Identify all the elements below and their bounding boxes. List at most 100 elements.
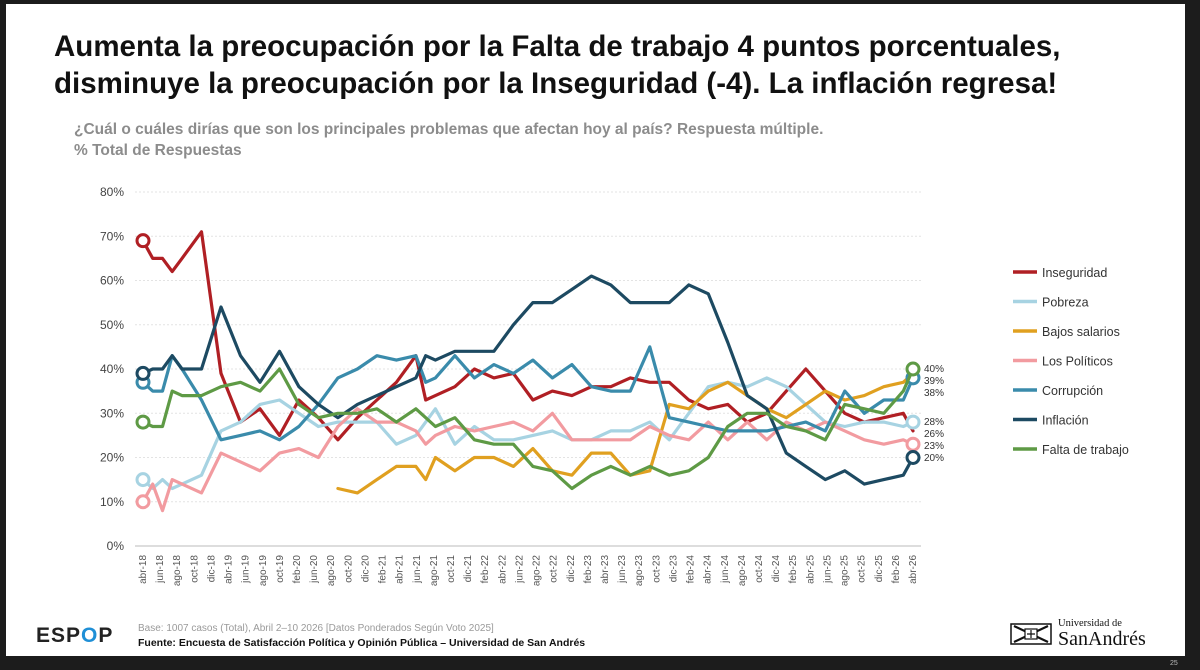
x-tick-label: ago-20 bbox=[326, 555, 337, 587]
x-tick-label: dic-20 bbox=[360, 555, 371, 583]
series-end-marker bbox=[905, 361, 921, 377]
series-line bbox=[141, 376, 915, 491]
x-tick-label: dic-18 bbox=[206, 555, 217, 583]
x-tick-label: ago-18 bbox=[172, 555, 183, 587]
x-tick-label: abr-21 bbox=[395, 555, 406, 584]
x-tick-label: dic-25 bbox=[874, 555, 885, 583]
espop-logo: ESPOP bbox=[36, 624, 113, 648]
universidad-label: Universidad de bbox=[1058, 618, 1122, 629]
x-tick-label: jun-19 bbox=[241, 555, 252, 584]
san-andres-label: SanAndrés bbox=[1058, 628, 1146, 650]
x-tick-label: feb-25 bbox=[788, 555, 799, 584]
x-tick-label: jun-23 bbox=[617, 555, 628, 584]
legend-label: Corrupción bbox=[1042, 384, 1103, 398]
x-tick-label: dic-23 bbox=[668, 555, 679, 583]
x-tick-label: oct-25 bbox=[857, 555, 868, 583]
series-line bbox=[141, 274, 915, 486]
series-end-label: 20% bbox=[924, 453, 944, 464]
legend-label: Inflación bbox=[1042, 414, 1089, 428]
series-end-marker bbox=[905, 436, 921, 452]
x-tick-label: oct-18 bbox=[189, 555, 200, 583]
series-end-label: 26% bbox=[924, 429, 944, 440]
x-tick-label: feb-24 bbox=[686, 555, 697, 584]
x-tick-label: abr-24 bbox=[703, 555, 714, 584]
y-tick-label: 10% bbox=[100, 495, 124, 509]
y-tick-label: 20% bbox=[100, 451, 124, 465]
x-tick-label: abr-18 bbox=[138, 555, 149, 584]
legend-label: Los Políticos bbox=[1042, 355, 1113, 369]
x-tick-label: oct-21 bbox=[446, 555, 457, 583]
slide: Aumenta la preocupación por la Falta de … bbox=[6, 4, 1185, 656]
series-line bbox=[141, 367, 915, 491]
legend-label: Bajos salarios bbox=[1042, 325, 1120, 339]
series-end-label: 28% bbox=[924, 417, 944, 428]
series-start-marker bbox=[135, 414, 151, 430]
x-tick-label: dic-21 bbox=[463, 555, 474, 583]
series-end-marker bbox=[905, 414, 921, 430]
x-tick-label: ago-24 bbox=[737, 555, 748, 587]
espop-logo-o: O bbox=[81, 624, 99, 647]
x-tick-label: feb-20 bbox=[292, 555, 303, 584]
series-end-label: 39% bbox=[924, 376, 944, 387]
series-end-marker bbox=[905, 450, 921, 465]
x-tick-label: jun-20 bbox=[309, 555, 320, 584]
espop-logo-text-2: P bbox=[98, 624, 114, 647]
series-start-marker bbox=[135, 365, 151, 381]
y-tick-label: 60% bbox=[100, 274, 124, 288]
series-line bbox=[141, 345, 915, 442]
footer-base: Base: 1007 casos (Total), Abril 2–10 202… bbox=[138, 623, 494, 634]
series-start-marker bbox=[135, 472, 151, 488]
x-tick-label: feb-21 bbox=[378, 555, 389, 584]
series-start-marker bbox=[135, 494, 151, 510]
x-tick-label: jun-18 bbox=[155, 555, 166, 584]
y-tick-label: 40% bbox=[100, 362, 124, 376]
x-tick-label: dic-24 bbox=[771, 555, 782, 583]
chart-question: ¿Cuál o cuáles dirías que son los princi… bbox=[74, 119, 823, 161]
y-tick-label: 30% bbox=[100, 406, 124, 420]
x-tick-label: abr-25 bbox=[805, 555, 816, 584]
y-tick-label: 70% bbox=[100, 229, 124, 243]
series-start-marker bbox=[135, 233, 151, 249]
x-tick-label: feb-23 bbox=[583, 555, 594, 584]
x-tick-label: ago-19 bbox=[258, 555, 269, 587]
x-tick-label: abr-19 bbox=[224, 555, 235, 584]
question-text: ¿Cuál o cuáles dirías que son los princi… bbox=[74, 121, 824, 138]
x-tick-label: oct-24 bbox=[754, 555, 765, 583]
espop-logo-text-1: ESP bbox=[36, 624, 82, 647]
x-tick-label: jun-22 bbox=[514, 555, 525, 584]
page-number: 25 bbox=[1170, 660, 1178, 667]
x-tick-label: abr-23 bbox=[600, 555, 611, 584]
series-line bbox=[336, 371, 915, 495]
legend-label: Inseguridad bbox=[1042, 266, 1107, 280]
x-tick-label: ago-22 bbox=[532, 555, 543, 587]
series-end-label: 38% bbox=[924, 388, 944, 399]
question-measure: % Total de Respuestas bbox=[74, 142, 242, 159]
legend-label: Pobreza bbox=[1042, 296, 1089, 310]
x-tick-label: feb-22 bbox=[480, 555, 491, 584]
series-end-label: 40% bbox=[924, 364, 944, 375]
x-tick-label: oct-20 bbox=[343, 555, 354, 583]
x-tick-label: jun-24 bbox=[720, 555, 731, 584]
universidad-logo: Universidad de SanAndrés bbox=[1006, 616, 1176, 652]
crest-icon bbox=[1010, 623, 1052, 645]
y-tick-label: 50% bbox=[100, 318, 124, 332]
x-tick-label: ago-21 bbox=[429, 555, 440, 587]
x-tick-label: oct-22 bbox=[549, 555, 560, 583]
x-tick-label: oct-19 bbox=[275, 555, 286, 583]
legend-label: Falta de trabajo bbox=[1042, 443, 1129, 457]
y-tick-label: 80% bbox=[100, 185, 124, 199]
x-tick-label: oct-23 bbox=[651, 555, 662, 583]
x-tick-label: abr-22 bbox=[497, 555, 508, 584]
series-end-label: 23% bbox=[924, 441, 944, 452]
x-tick-label: ago-23 bbox=[634, 555, 645, 587]
x-tick-label: ago-25 bbox=[840, 555, 851, 587]
x-tick-label: feb-26 bbox=[891, 555, 902, 584]
x-tick-label: abr-26 bbox=[908, 555, 919, 584]
slide-title: Aumenta la preocupación por la Falta de … bbox=[54, 30, 1061, 100]
line-chart: 0% 10% 20% 30% 40% 50% 60% 70% 80% abr-18 jun-18 ag… bbox=[100, 185, 1129, 587]
x-tick-label: jun-21 bbox=[412, 555, 423, 584]
x-tick-label: jun-25 bbox=[822, 555, 833, 584]
footer-source: Fuente: Encuesta de Satisfacción Polític… bbox=[138, 637, 586, 649]
x-tick-label: dic-22 bbox=[566, 555, 577, 583]
y-tick-label: 0% bbox=[107, 539, 125, 553]
